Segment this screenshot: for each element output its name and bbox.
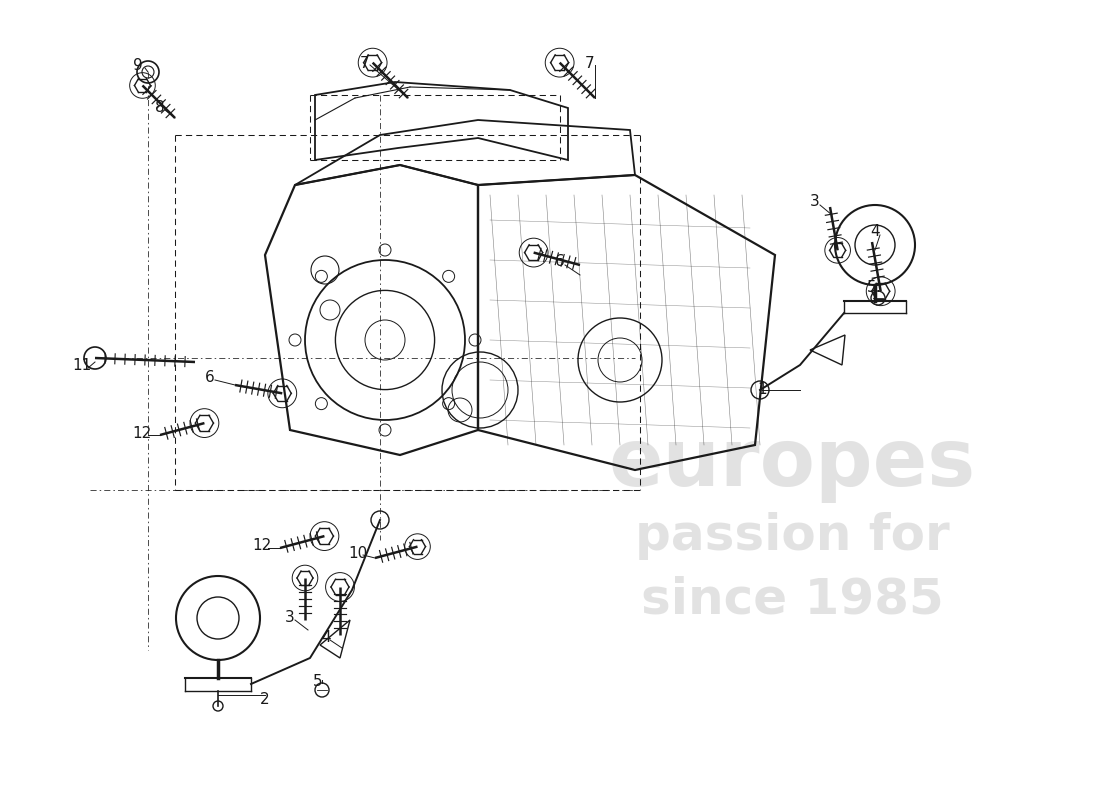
Text: 3: 3 <box>285 610 295 625</box>
Text: 10: 10 <box>349 546 367 561</box>
Text: 11: 11 <box>73 358 91 374</box>
Text: 12: 12 <box>132 426 152 441</box>
Text: 1: 1 <box>757 382 767 398</box>
Text: 6: 6 <box>556 254 565 270</box>
Text: 9: 9 <box>133 58 143 73</box>
Text: since 1985: since 1985 <box>640 576 944 624</box>
Text: 7: 7 <box>585 55 595 70</box>
Text: 8: 8 <box>155 101 165 115</box>
Text: 4: 4 <box>321 630 331 646</box>
Text: 2: 2 <box>261 693 270 707</box>
Text: 5: 5 <box>314 674 322 690</box>
Text: 12: 12 <box>252 538 272 554</box>
Text: 6: 6 <box>205 370 214 386</box>
Text: europes: europes <box>608 425 976 503</box>
Text: 4: 4 <box>870 225 880 239</box>
Text: 3: 3 <box>810 194 820 210</box>
Text: 7: 7 <box>360 55 370 70</box>
Text: passion for: passion for <box>635 512 949 560</box>
Text: 5: 5 <box>867 281 877 295</box>
